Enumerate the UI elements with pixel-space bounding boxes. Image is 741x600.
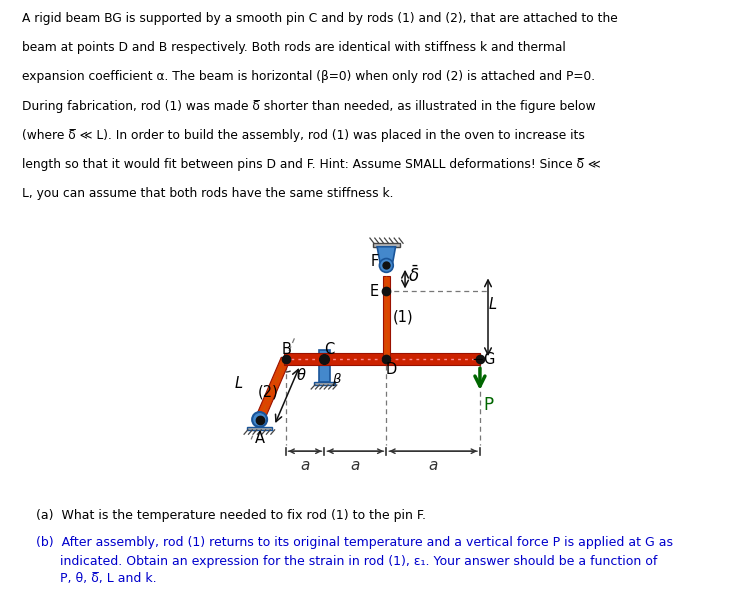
Polygon shape <box>382 275 390 359</box>
Text: beam at points D and B respectively. Both rods are identical with stiffness k an: beam at points D and B respectively. Bot… <box>22 41 565 54</box>
Polygon shape <box>319 350 330 382</box>
Text: L: L <box>488 297 496 312</box>
Text: $\beta$: $\beta$ <box>333 371 342 388</box>
Polygon shape <box>284 353 480 365</box>
Text: P: P <box>483 397 494 415</box>
Text: F: F <box>370 254 379 269</box>
Text: D: D <box>385 362 396 377</box>
Polygon shape <box>247 427 272 430</box>
Circle shape <box>252 412 267 427</box>
Polygon shape <box>373 243 400 247</box>
Text: indicated. Obtain an expression for the strain in rod (1), ε₁. Your answer shoul: indicated. Obtain an expression for the … <box>36 555 657 568</box>
Text: A rigid beam BG is supported by a smooth pin C and by rods (1) and (2), that are: A rigid beam BG is supported by a smooth… <box>22 12 618 25</box>
Text: C: C <box>325 343 335 358</box>
Text: length so that it would fit between pins D and F. Hint: Assume SMALL deformation: length so that it would fit between pins… <box>22 158 601 171</box>
Text: L, you can assume that both rods have the same stiffness k.: L, you can assume that both rods have th… <box>22 187 393 200</box>
Text: L: L <box>235 376 243 391</box>
Text: A: A <box>255 431 265 446</box>
Text: a: a <box>350 458 360 473</box>
Text: (where δ̅ ≪ L). In order to build the assembly, rod (1) was placed in the oven t: (where δ̅ ≪ L). In order to build the as… <box>22 129 585 142</box>
Text: P, θ, δ̅, L and k.: P, θ, δ̅, L and k. <box>36 572 157 586</box>
Text: (1): (1) <box>393 310 413 325</box>
Text: $\theta$: $\theta$ <box>296 367 306 383</box>
Polygon shape <box>314 382 335 385</box>
Text: $\bar{\delta}$: $\bar{\delta}$ <box>408 265 419 286</box>
Polygon shape <box>256 357 290 421</box>
Text: expansion coefficient α. The beam is horizontal (β=0) when only rod (2) is attac: expansion coefficient α. The beam is hor… <box>22 70 595 83</box>
Text: (b)  After assembly, rod (1) returns to its original temperature and a vertical : (b) After assembly, rod (1) returns to i… <box>36 536 673 549</box>
Text: a: a <box>428 458 438 473</box>
Circle shape <box>379 259 393 272</box>
Text: (a)  What is the temperature needed to fix rod (1) to the pin F.: (a) What is the temperature needed to fi… <box>36 509 426 521</box>
Text: $-$G: $-$G <box>471 351 495 367</box>
Polygon shape <box>377 247 396 263</box>
Text: E: E <box>370 284 379 299</box>
Text: (2): (2) <box>258 385 279 400</box>
Text: B: B <box>282 342 292 357</box>
Text: a: a <box>300 458 310 473</box>
Text: During fabrication, rod (1) was made δ̅ shorter than needed, as illustrated in t: During fabrication, rod (1) was made δ̅ … <box>22 100 596 113</box>
